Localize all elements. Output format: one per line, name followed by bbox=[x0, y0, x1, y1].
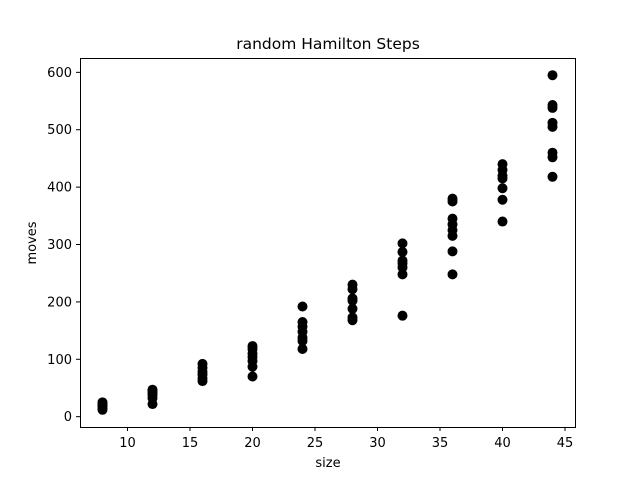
y-tick-label: 400 bbox=[47, 181, 72, 196]
data-point bbox=[447, 269, 458, 280]
y-axis: 0 100 200 300 400 500 600 bbox=[47, 66, 80, 425]
data-point bbox=[497, 159, 508, 170]
data-point bbox=[497, 194, 508, 205]
x-tick-label: 45 bbox=[557, 436, 574, 451]
data-point bbox=[247, 371, 258, 382]
x-tick-label: 40 bbox=[494, 436, 511, 451]
x-tick-label: 20 bbox=[244, 436, 261, 451]
data-point bbox=[347, 312, 358, 323]
data-point bbox=[347, 293, 358, 304]
y-tick-label: 0 bbox=[64, 410, 72, 425]
x-axis: 10 15 20 25 30 35 40 45 bbox=[119, 427, 573, 451]
x-tick-label: 30 bbox=[369, 436, 386, 451]
plot-area-frame bbox=[80, 58, 576, 428]
y-tick-label: 500 bbox=[47, 123, 72, 138]
data-point bbox=[147, 384, 158, 395]
x-tick-label: 35 bbox=[432, 436, 449, 451]
x-axis-label: size bbox=[315, 456, 340, 471]
data-point bbox=[297, 316, 308, 327]
data-point bbox=[547, 70, 558, 81]
x-tick-label: 10 bbox=[119, 436, 136, 451]
data-point bbox=[397, 269, 408, 280]
x-tick-label: 25 bbox=[307, 436, 324, 451]
data-point bbox=[397, 310, 408, 321]
data-point bbox=[547, 171, 558, 182]
data-point bbox=[547, 147, 558, 158]
data-point bbox=[497, 216, 508, 227]
chart-title: random Hamilton Steps bbox=[236, 35, 420, 53]
data-point bbox=[297, 301, 308, 312]
data-point bbox=[197, 358, 208, 369]
data-point bbox=[447, 213, 458, 224]
data-point bbox=[447, 246, 458, 257]
data-point bbox=[497, 183, 508, 194]
y-tick-label: 200 bbox=[47, 295, 72, 310]
y-axis-label: moves bbox=[25, 221, 40, 264]
data-point bbox=[397, 238, 408, 249]
x-tick-label: 15 bbox=[182, 436, 199, 451]
data-point bbox=[347, 279, 358, 290]
data-point bbox=[347, 303, 358, 314]
y-tick-label: 600 bbox=[47, 66, 72, 81]
data-point bbox=[297, 343, 308, 354]
data-point bbox=[247, 341, 258, 352]
y-tick-label: 300 bbox=[47, 238, 72, 253]
y-tick-label: 100 bbox=[47, 353, 72, 368]
data-point bbox=[447, 193, 458, 204]
data-point bbox=[547, 100, 558, 111]
data-point bbox=[397, 246, 408, 257]
data-point bbox=[397, 255, 408, 266]
data-point bbox=[97, 397, 108, 408]
data-points bbox=[97, 70, 558, 415]
data-point bbox=[547, 117, 558, 128]
